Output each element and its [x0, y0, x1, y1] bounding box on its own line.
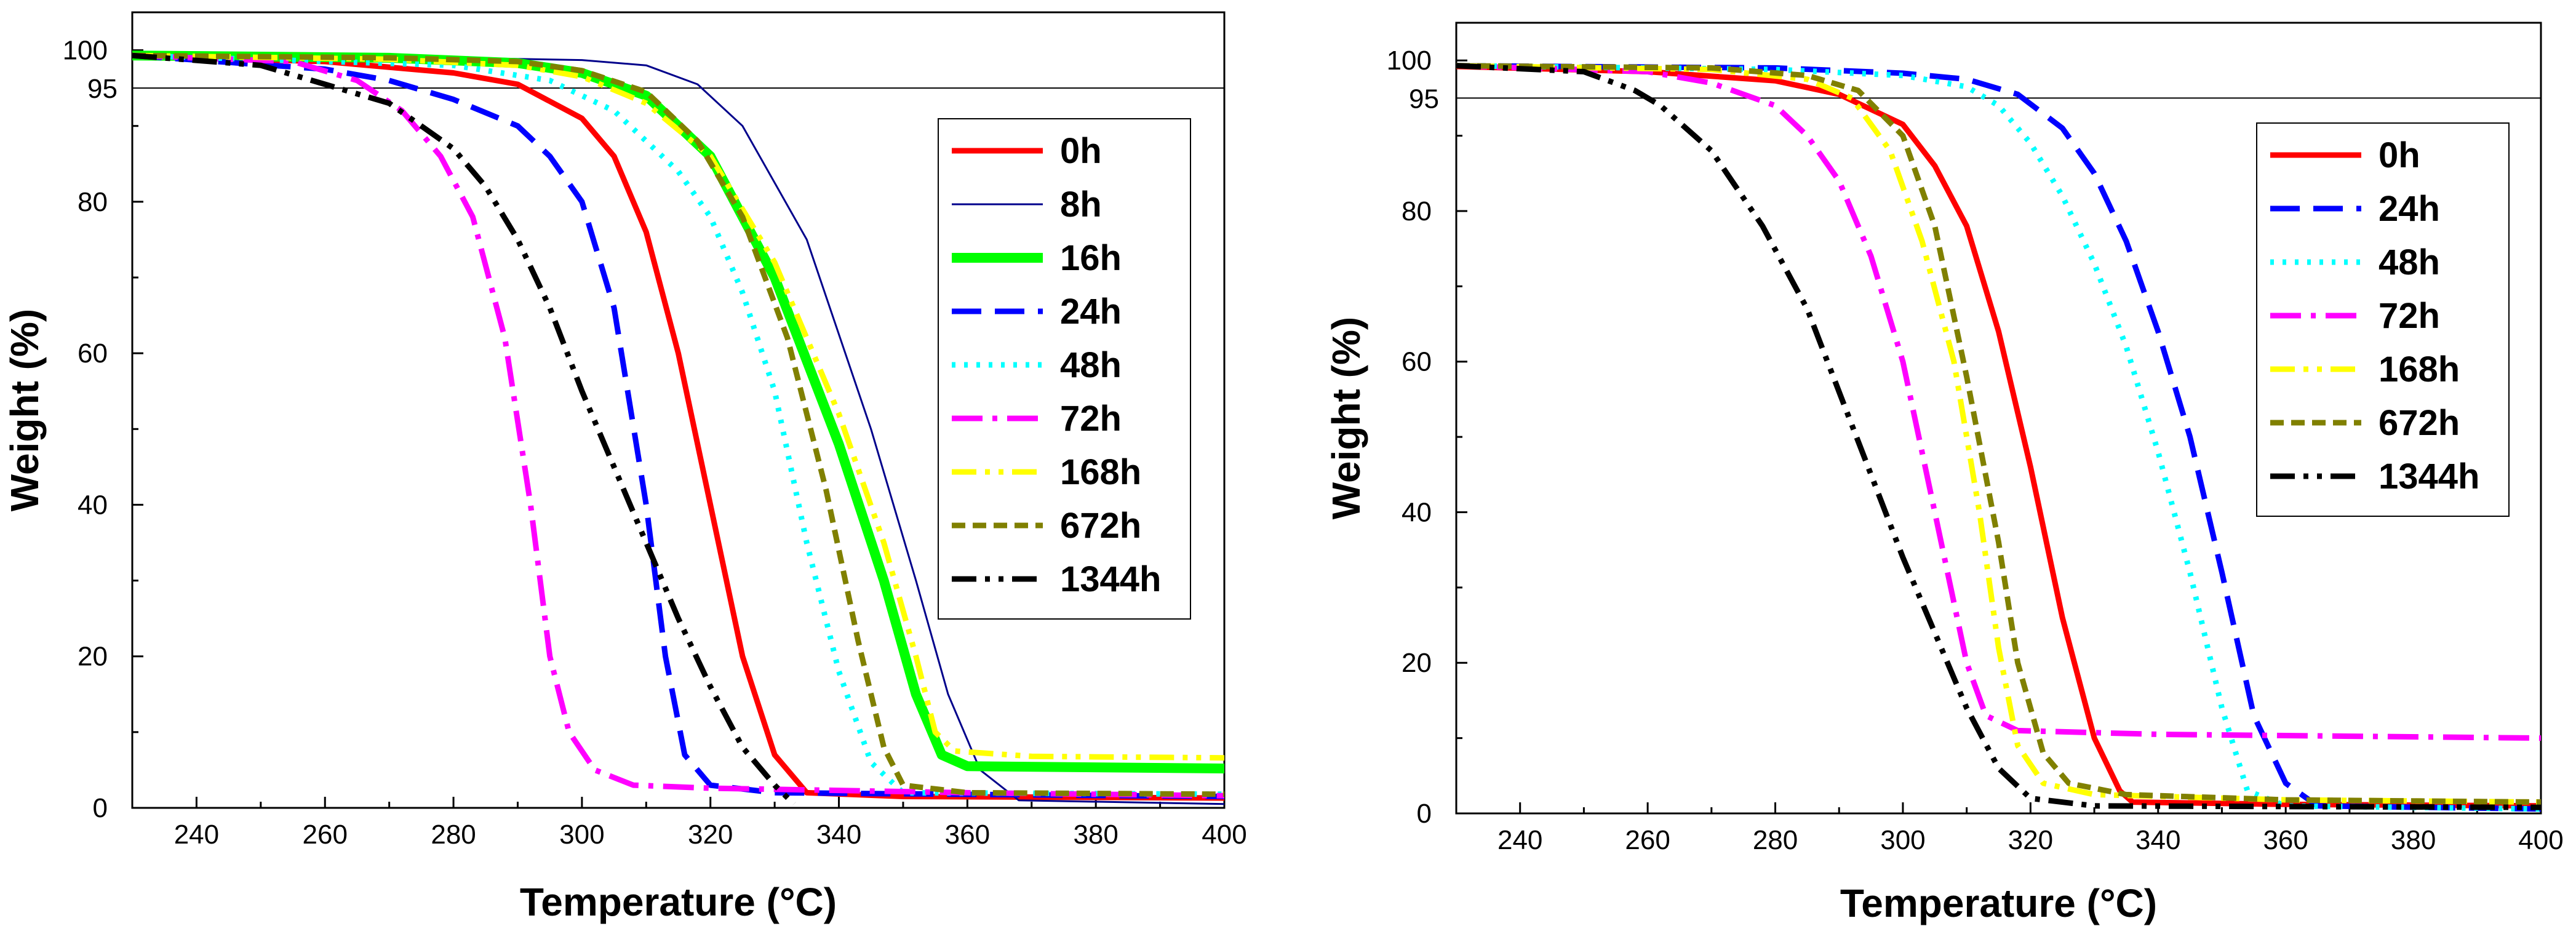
y-tick-label: 0 — [93, 793, 108, 823]
y-tick-label: 20 — [78, 642, 108, 672]
legend: 0h 24h 48h 72h 168h 672h 1344h — [2256, 122, 2510, 517]
reference-line-label: 95 — [87, 74, 118, 104]
x-tick-label: 280 — [431, 820, 476, 850]
x-axis-title: Temperature (°C) — [520, 880, 837, 924]
legend-label-0h: 0h — [1060, 131, 1102, 171]
right-panel: 95 240 260 280 300 320 340 360 380 400 0 20 40 60 80 10… — [1324, 22, 2564, 925]
legend-label-48h: 48h — [1060, 345, 1122, 385]
legend-label-168h: 168h — [1060, 452, 1141, 492]
x-tick-label: 400 — [2518, 825, 2563, 855]
legend-label-24h: 24h — [1060, 292, 1122, 332]
y-tick-label: 80 — [78, 187, 108, 217]
series-line-1344h — [1456, 63, 2541, 810]
legend-label-672h: 672h — [2379, 403, 2460, 443]
y-tick-label: 80 — [1402, 196, 1432, 226]
legend-box — [2256, 122, 2510, 517]
legend-box — [938, 118, 1191, 620]
x-tick-label: 340 — [816, 820, 861, 850]
y-axis-title: Weight (%) — [1324, 317, 1368, 519]
series-line-72h — [132, 52, 1224, 799]
legend-label-672h: 672h — [1060, 506, 1141, 546]
legend-label-1344h: 1344h — [2379, 457, 2479, 497]
x-tick-label: 280 — [1753, 825, 1798, 855]
series-line-48h — [1456, 63, 2541, 812]
legend-label-48h: 48h — [2379, 242, 2440, 282]
x-tick-label: 240 — [1497, 825, 1542, 855]
x-axis-title: Temperature (°C) — [1840, 881, 2157, 925]
y-tick-label: 60 — [78, 338, 108, 369]
y-axis-title: Weight (%) — [2, 309, 47, 511]
series-line-672h — [1456, 63, 2541, 805]
series-line-48h — [132, 52, 1224, 797]
legend-label-16h: 16h — [1060, 238, 1122, 278]
series-line-72h — [1456, 63, 2541, 741]
series-line-168h — [132, 52, 1224, 761]
x-tick-label: 360 — [945, 820, 990, 850]
series-line-1344h — [132, 52, 796, 807]
series-line-24h — [132, 52, 1224, 799]
x-tick-label: 380 — [1073, 820, 1118, 850]
legend: 0h 8h 16h 24h 48h 72h 168h 672h 1344h — [938, 118, 1191, 620]
x-tick-label: 260 — [1625, 825, 1670, 855]
legend-label-0h: 0h — [2379, 135, 2420, 175]
series-line-0h — [1456, 63, 2541, 809]
y-tick-label: 40 — [78, 490, 108, 520]
legend-label-1344h: 1344h — [1060, 559, 1161, 599]
legend-label-24h: 24h — [2379, 189, 2440, 229]
legend-label-8h: 8h — [1060, 185, 1102, 225]
left-panel: 95 240 260 280 300 320 340 360 380 400 0 20 40 60 80 10… — [2, 11, 1247, 924]
x-tick-label: 260 — [303, 820, 348, 850]
x-tick-label: 300 — [559, 820, 604, 850]
x-tick-label: 320 — [688, 820, 733, 850]
y-tick-label: 0 — [1417, 799, 1432, 829]
y-tick-label: 40 — [1402, 497, 1432, 527]
x-tick-label: 380 — [2391, 825, 2436, 855]
x-tick-label: 340 — [2135, 825, 2180, 855]
x-tick-label: 240 — [174, 820, 219, 850]
y-tick-label: 100 — [1387, 46, 1432, 76]
x-tick-label: 300 — [1880, 825, 1925, 855]
y-tick-label: 60 — [1402, 347, 1432, 377]
reference-line-label: 95 — [1409, 84, 1439, 114]
legend-label-168h: 168h — [2379, 349, 2460, 389]
plot-frame — [1455, 22, 2542, 815]
y-tick-label: 20 — [1402, 648, 1432, 678]
x-tick-label: 400 — [1202, 820, 1246, 850]
y-tick-label: 100 — [63, 36, 108, 66]
x-tick-label: 320 — [2008, 825, 2053, 855]
series-line-24h — [1456, 63, 2541, 812]
series-line-0h — [132, 53, 1224, 801]
series-line-168h — [1456, 63, 2541, 805]
x-tick-label: 360 — [2263, 825, 2308, 855]
series-line-672h — [132, 52, 1224, 797]
legend-label-72h: 72h — [1060, 399, 1122, 439]
plot-frame — [131, 11, 1226, 809]
legend-label-72h: 72h — [2379, 296, 2440, 336]
